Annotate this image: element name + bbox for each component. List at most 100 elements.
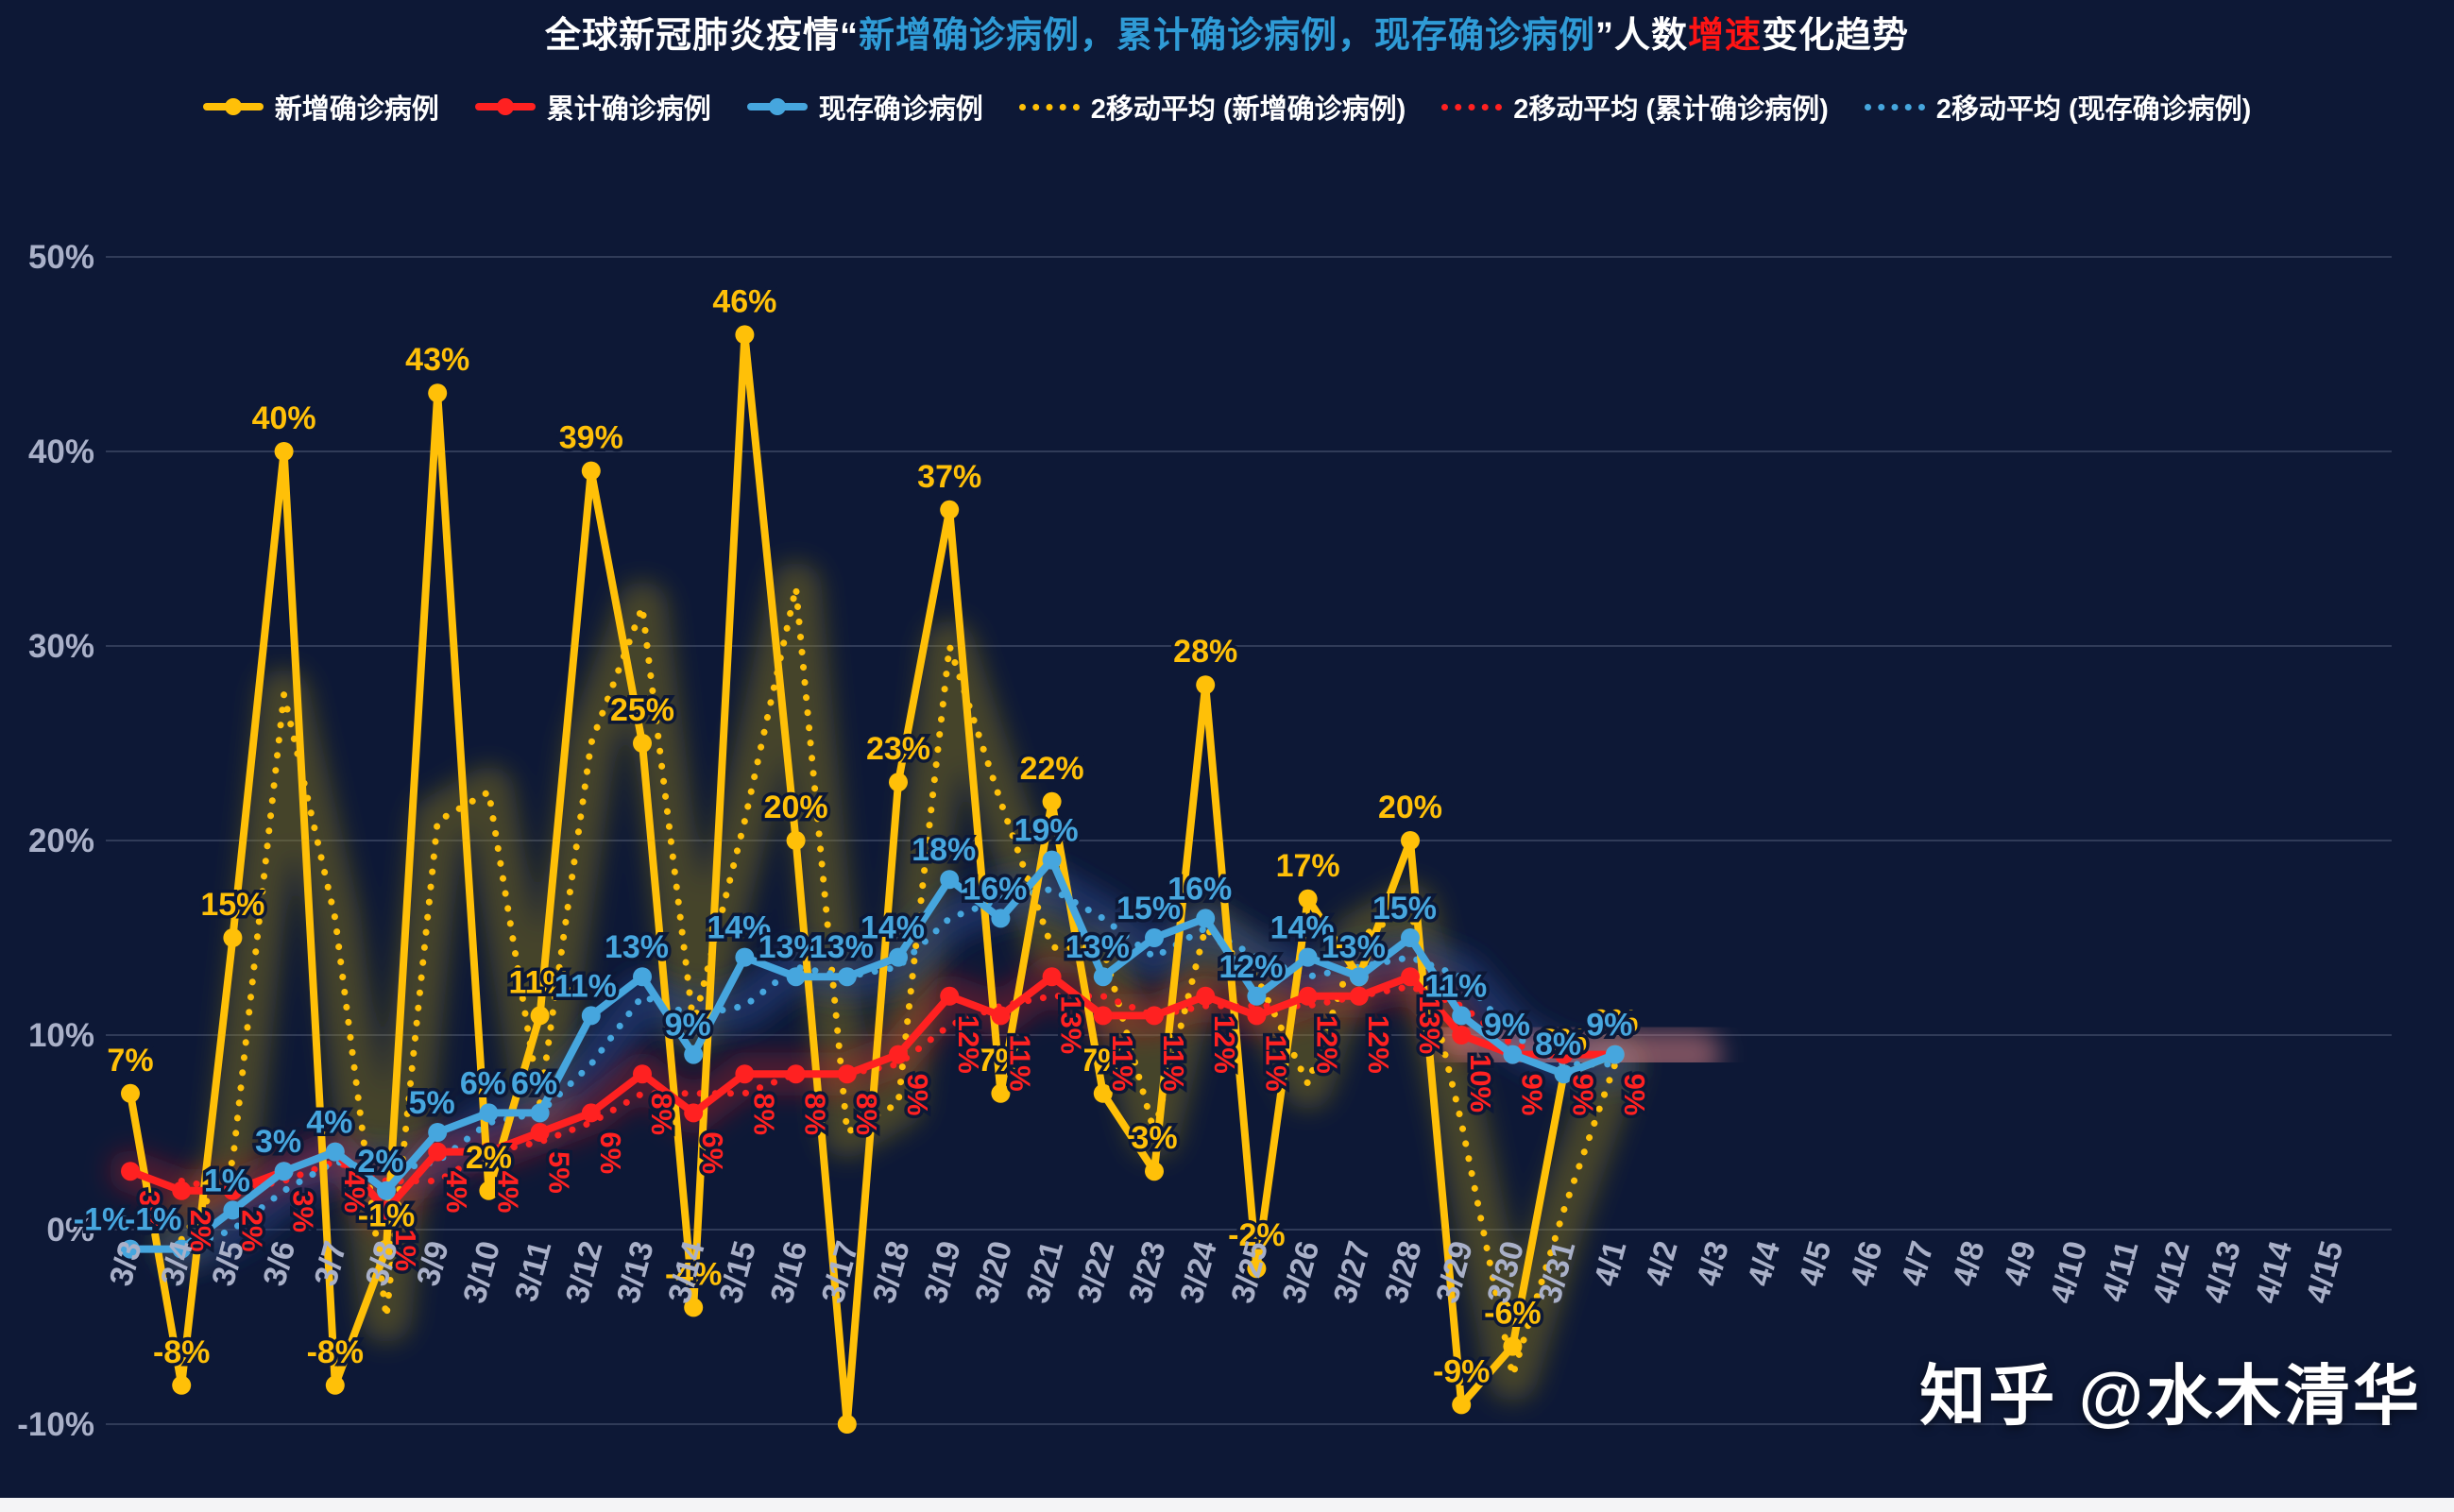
- x-axis-label: 4/13: [2197, 1237, 2248, 1307]
- data-label: -1%: [358, 1198, 415, 1234]
- legend-item-2: 现存确诊病例: [746, 87, 983, 127]
- data-point-marker: [889, 1045, 908, 1064]
- x-axis-label: 4/6: [1844, 1237, 1890, 1289]
- data-label: 9%: [1586, 1008, 1632, 1044]
- data-label: 14%: [1270, 910, 1335, 946]
- data-point-marker: [684, 1103, 704, 1123]
- y-axis-label: 50%: [28, 239, 94, 276]
- x-axis-label: 3/12: [559, 1237, 610, 1307]
- data-label-rotated: 4%: [491, 1171, 524, 1214]
- data-label: 18%: [912, 832, 976, 868]
- legend-item-3: 2移动平均 (新增确诊病例): [1018, 87, 1406, 127]
- data-point-marker: [172, 1375, 192, 1395]
- data-point-marker: [1093, 967, 1113, 987]
- data-point-marker: [786, 967, 806, 987]
- data-point-marker: [1452, 1395, 1472, 1415]
- x-axis-label: 3/7: [308, 1237, 354, 1289]
- data-point-marker: [1349, 967, 1369, 987]
- data-label: 3%: [255, 1124, 301, 1160]
- data-point-marker: [325, 1142, 345, 1162]
- data-point-marker: [479, 1181, 499, 1200]
- title-mid: ”人数: [1594, 16, 1688, 56]
- data-point-marker: [428, 1123, 448, 1142]
- legend-label: 2移动平均 (累计确诊病例): [1513, 94, 1829, 125]
- data-point-marker: [172, 1181, 192, 1200]
- data-point-marker: [172, 1239, 192, 1259]
- x-axis-label: 4/15: [2299, 1237, 2350, 1307]
- data-point-marker: [1093, 1083, 1113, 1103]
- data-point-marker: [223, 1181, 243, 1200]
- data-point-marker: [581, 1103, 601, 1123]
- data-point-marker: [377, 1200, 396, 1220]
- data-label: -1%: [74, 1202, 130, 1238]
- x-axis-label: 4/8: [1946, 1237, 1992, 1289]
- data-label-rotated: 12%: [952, 1015, 985, 1074]
- legend-label: 2移动平均 (现存确诊病例): [1935, 94, 2252, 125]
- data-point-marker: [735, 947, 755, 967]
- data-point-marker: [428, 1142, 448, 1162]
- data-point-marker: [1503, 1336, 1523, 1356]
- data-label: 8%: [1535, 1027, 1581, 1062]
- data-point-marker: [1042, 791, 1062, 811]
- x-axis-label: 3/24: [1173, 1237, 1224, 1307]
- bottom-border: [0, 1498, 2454, 1512]
- data-label: 28%: [1173, 634, 1237, 670]
- legend-dotted-marker: [1864, 103, 1925, 110]
- data-point-marker: [837, 1064, 857, 1084]
- data-label-rotated: 2%: [184, 1210, 217, 1252]
- data-label: 6%: [460, 1065, 506, 1101]
- data-point-marker: [1554, 1064, 1574, 1084]
- data-label-rotated: 11%: [1003, 1034, 1036, 1091]
- data-label: 9%: [1484, 1008, 1530, 1044]
- data-label-rotated: 8%: [747, 1093, 780, 1135]
- data-label: -8%: [307, 1334, 364, 1370]
- data-point-marker: [223, 1200, 243, 1220]
- data-label: 14%: [707, 910, 771, 946]
- data-point-marker: [837, 1415, 857, 1434]
- data-label-rotated: 8%: [645, 1093, 678, 1135]
- series-line: [127, 331, 1619, 1428]
- data-point-marker: [121, 1239, 140, 1259]
- data-point-marker: [1605, 1045, 1625, 1064]
- x-axis-label: 3/27: [1327, 1237, 1378, 1307]
- legend-dotted-marker: [1441, 103, 1503, 110]
- data-label: 40%: [252, 400, 316, 436]
- data-label: 15%: [1372, 891, 1437, 926]
- data-point-marker: [735, 1064, 755, 1084]
- data-label: 11%: [1424, 968, 1487, 1004]
- data-label: 7%: [107, 1043, 153, 1079]
- data-label: 20%: [1378, 790, 1442, 825]
- data-label: 4%: [306, 1105, 352, 1141]
- data-label: 37%: [917, 459, 981, 495]
- data-point-marker: [940, 870, 960, 890]
- data-label: 2%: [466, 1140, 512, 1176]
- data-label: 8%: [1541, 1023, 1587, 1059]
- data-label: 22%: [1020, 751, 1084, 787]
- y-axis-label: 20%: [28, 823, 94, 859]
- data-point-marker: [786, 1064, 806, 1084]
- data-point-marker: [1401, 967, 1420, 987]
- x-axis-label: 3/21: [1019, 1237, 1070, 1307]
- data-label: -2%: [1228, 1217, 1285, 1253]
- y-axis-label: -10%: [17, 1406, 94, 1443]
- title-growth-word: 增速: [1688, 16, 1763, 56]
- data-point-marker: [1503, 1045, 1523, 1064]
- legend-label: 新增确诊病例: [274, 94, 439, 125]
- data-label-rotated: 5%: [543, 1151, 576, 1194]
- series-line: [127, 856, 1619, 1253]
- data-label: -9%: [1433, 1353, 1490, 1389]
- title-series-names: 新增确诊病例，累计确诊病例，现存确诊病例: [858, 16, 1595, 56]
- data-point-marker: [530, 1006, 550, 1026]
- data-point-marker: [1145, 1006, 1164, 1026]
- data-label: 13%: [758, 929, 823, 965]
- legend-dotted-marker: [1018, 103, 1080, 110]
- y-axis-label: 40%: [28, 433, 94, 470]
- y-axis-label: 10%: [28, 1017, 94, 1054]
- data-label: 20%: [764, 790, 828, 825]
- x-axis-label: 3/3: [103, 1237, 149, 1289]
- data-label: 5%: [409, 1085, 455, 1121]
- data-point-marker: [428, 383, 448, 403]
- x-axis-label: 4/4: [1741, 1237, 1787, 1290]
- data-label-rotated: 11%: [1157, 1034, 1190, 1091]
